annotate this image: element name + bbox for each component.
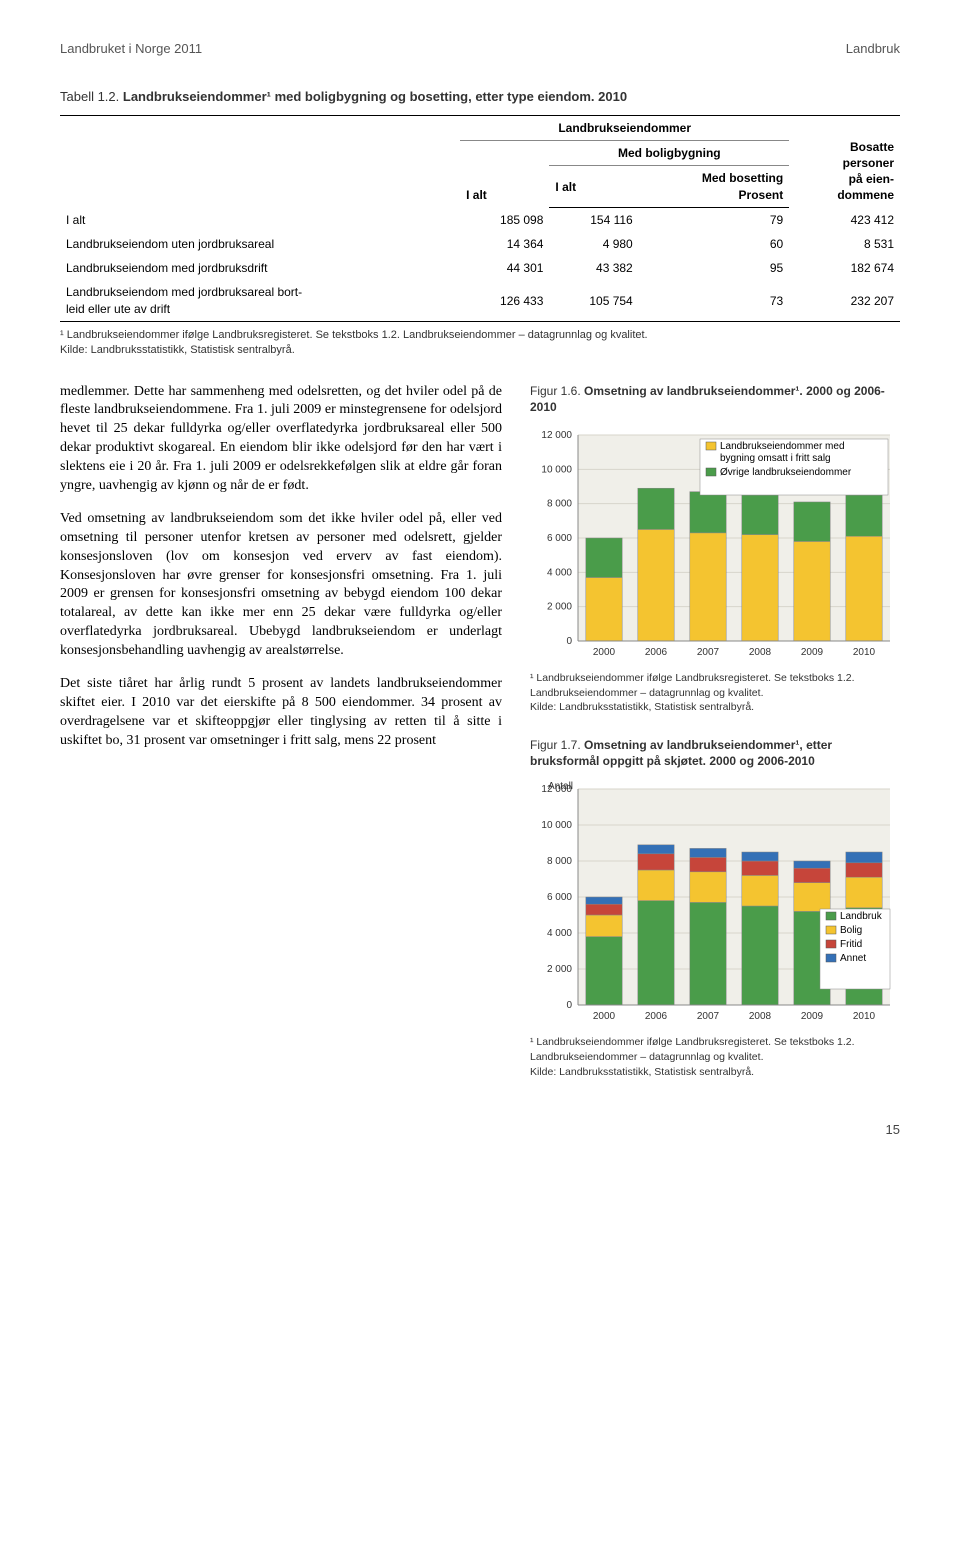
figure-1-7: Figur 1.7. Omsetning av landbrukseiendom… [530, 737, 900, 1079]
svg-text:Landbruk: Landbruk [840, 911, 883, 922]
body-paragraph: medlemmer. Dette har sammenheng med odel… [60, 383, 502, 496]
table-title: Tabell 1.2. Landbrukseiendommer¹ med bol… [60, 88, 900, 106]
svg-text:2 000: 2 000 [547, 964, 572, 975]
chart-1-6-svg: 0 2 000 4 000 6 000 8 000 10 000 12 000 2000 200… [530, 425, 900, 665]
svg-text:8 000: 8 000 [547, 856, 572, 867]
svg-text:2008: 2008 [749, 647, 772, 658]
svg-text:2010: 2010 [853, 647, 876, 658]
svg-text:2008: 2008 [749, 1011, 772, 1022]
svg-text:12 000: 12 000 [541, 430, 572, 441]
svg-text:10 000: 10 000 [541, 820, 572, 831]
svg-text:2 000: 2 000 [547, 602, 572, 613]
svg-text:8 000: 8 000 [547, 499, 572, 510]
row-label: Landbrukseiendom uten jordbruksareal [60, 232, 460, 256]
chart-title: Figur 1.7. Omsetning av landbrukseiendom… [530, 737, 900, 769]
svg-text:0: 0 [566, 1000, 572, 1011]
row-label: I alt [60, 207, 460, 232]
table-footnotes: ¹ Landbrukseiendommer ifølge Landbruksre… [60, 328, 900, 359]
chart-title: Figur 1.6. Omsetning av landbrukseiendom… [530, 383, 900, 415]
svg-text:bygning omsatt i fritt salg: bygning omsatt i fritt salg [720, 453, 831, 464]
svg-text:2009: 2009 [801, 1011, 824, 1022]
svg-text:2006: 2006 [645, 647, 668, 658]
table-row: Landbrukseiendom med jordbruksdrift44 30… [60, 256, 900, 280]
header-right: Landbruk [846, 40, 900, 58]
table-1-2: Tabell 1.2. Landbrukseiendommer¹ med bol… [60, 88, 900, 359]
body-paragraph: Det siste tiåret har årlig rundt 5 prose… [60, 675, 502, 751]
row-label: Landbrukseiendom med jordbruksdrift [60, 256, 460, 280]
charts-column: Figur 1.6. Omsetning av landbrukseiendom… [530, 383, 900, 1102]
row-label: Landbrukseiendom med jordbruksareal bort… [60, 280, 460, 321]
chart-1-7-svg: 02 0004 0006 0008 00010 00012 0002000200… [530, 779, 900, 1029]
svg-text:Annet: Annet [840, 953, 866, 964]
svg-text:6 000: 6 000 [547, 533, 572, 544]
svg-text:Antall: Antall [548, 781, 573, 792]
table-row: Landbrukseiendom med jordbruksareal bort… [60, 280, 900, 321]
svg-text:2007: 2007 [697, 647, 720, 658]
body-paragraph: Ved omsetning av landbrukseiendom som de… [60, 510, 502, 661]
table-row: I alt185 098154 11679423 412 [60, 207, 900, 232]
svg-text:Fritid: Fritid [840, 939, 862, 950]
svg-text:2000: 2000 [593, 1011, 616, 1022]
chart-footnotes: ¹ Landbrukseiendommer ifølge Landbruksre… [530, 671, 900, 715]
svg-text:10 000: 10 000 [541, 464, 572, 475]
svg-text:2009: 2009 [801, 647, 824, 658]
svg-text:4 000: 4 000 [547, 567, 572, 578]
body-text-column: medlemmer. Dette har sammenheng med odel… [60, 383, 502, 1102]
page-number: 15 [60, 1121, 900, 1139]
svg-text:2006: 2006 [645, 1011, 668, 1022]
svg-text:6 000: 6 000 [547, 892, 572, 903]
table-content: Landbrukseiendommer Bosatte personer på … [60, 115, 900, 322]
svg-text:Landbrukseiendommer med: Landbrukseiendommer med [720, 441, 845, 452]
svg-text:2010: 2010 [853, 1011, 876, 1022]
two-column-layout: medlemmer. Dette har sammenheng med odel… [60, 383, 900, 1102]
header-left: Landbruket i Norge 2011 [60, 40, 202, 58]
running-header: Landbruket i Norge 2011 Landbruk [60, 40, 900, 58]
svg-text:Bolig: Bolig [840, 925, 862, 936]
svg-text:4 000: 4 000 [547, 928, 572, 939]
figure-1-6: Figur 1.6. Omsetning av landbrukseiendom… [530, 383, 900, 715]
svg-text:0: 0 [566, 636, 572, 647]
svg-text:2007: 2007 [697, 1011, 720, 1022]
table-row: Landbrukseiendom uten jordbruksareal14 3… [60, 232, 900, 256]
chart-footnotes: ¹ Landbrukseiendommer ifølge Landbruksre… [530, 1035, 900, 1079]
svg-text:2000: 2000 [593, 647, 616, 658]
svg-text:Øvrige landbrukseiendommer: Øvrige landbrukseiendommer [720, 467, 852, 478]
